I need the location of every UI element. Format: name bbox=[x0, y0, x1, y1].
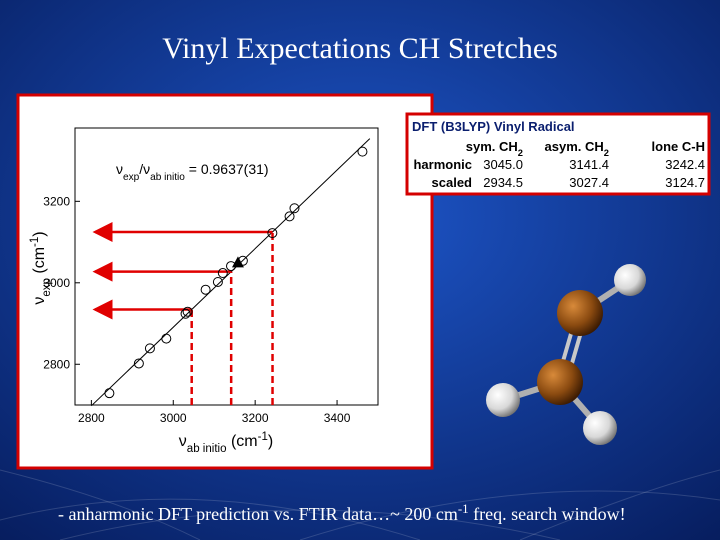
label-part: ν bbox=[179, 433, 187, 450]
point bbox=[182, 306, 193, 317]
cell: 3045.0 bbox=[483, 157, 523, 172]
cell: 3027.4 bbox=[569, 175, 609, 190]
label-part: exp bbox=[41, 278, 53, 297]
label-part: ab initio bbox=[150, 172, 185, 183]
point bbox=[104, 388, 115, 399]
label-part: ) bbox=[268, 433, 273, 450]
point bbox=[217, 268, 228, 279]
label-part: ν bbox=[31, 297, 48, 305]
point bbox=[161, 333, 172, 344]
point bbox=[289, 203, 300, 214]
point bbox=[284, 211, 295, 222]
slide-title: Vinyl Expectations CH Stretches bbox=[162, 32, 558, 65]
cell: 2934.5 bbox=[483, 175, 523, 190]
point bbox=[267, 228, 278, 239]
label-part: -1 bbox=[29, 237, 41, 247]
cell: 3141.4 bbox=[569, 157, 609, 172]
label-part: ab initio bbox=[187, 443, 227, 455]
label-part: = 0.9637(31) bbox=[185, 161, 269, 177]
row-label: harmonic bbox=[413, 157, 472, 172]
x-tick-label: 3200 bbox=[242, 411, 269, 425]
cell: 3242.4 bbox=[665, 157, 705, 172]
x-tick-label: 3000 bbox=[160, 411, 187, 425]
cell: 3124.7 bbox=[665, 175, 705, 190]
point bbox=[133, 358, 144, 369]
label-part: 2 bbox=[604, 148, 609, 158]
column-header: asym. CH2 bbox=[545, 139, 609, 158]
plot-area bbox=[74, 127, 379, 406]
label-part: asym. CH bbox=[545, 139, 604, 154]
column-header: sym. CH2 bbox=[466, 139, 523, 158]
point bbox=[200, 284, 211, 295]
table: DFT (B3LYP) Vinyl Radical sym. CH2 asym. … bbox=[412, 119, 705, 190]
row-label: scaled bbox=[432, 175, 473, 190]
point bbox=[231, 256, 244, 268]
molecule bbox=[486, 264, 646, 445]
y-axis-label: νexp (cm-1) bbox=[29, 231, 53, 304]
label-part: sym. CH bbox=[466, 139, 518, 154]
x-axis-label: νab initio (cm-1) bbox=[179, 431, 273, 455]
point bbox=[144, 343, 155, 354]
label-part: exp bbox=[123, 172, 140, 183]
y-tick-label: 3200 bbox=[43, 194, 70, 208]
table-frame bbox=[405, 112, 711, 196]
label-part: -1 bbox=[458, 501, 469, 516]
chart-frame bbox=[16, 93, 434, 470]
label-part: (cm bbox=[227, 433, 258, 450]
footer-note: - anharmonic DFT prediction vs. FTIR dat… bbox=[58, 501, 626, 525]
table-title: DFT (B3LYP) Vinyl Radical bbox=[412, 119, 575, 134]
label-part: ν bbox=[116, 161, 123, 177]
label-part: 2 bbox=[518, 148, 523, 158]
label-part: lone C-H bbox=[652, 139, 705, 154]
point bbox=[180, 308, 191, 319]
point bbox=[357, 146, 368, 157]
y-tick-label: 3000 bbox=[43, 276, 70, 290]
label-part: /ν bbox=[139, 161, 150, 177]
column-header: lone C-H bbox=[652, 139, 705, 154]
label-part: -1 bbox=[258, 431, 268, 443]
point bbox=[212, 276, 223, 287]
label-part: - anharmonic DFT prediction vs. FTIR dat… bbox=[58, 504, 458, 524]
background-lines bbox=[0, 469, 720, 540]
annotation: νexp/νab initio = 0.9637(31) bbox=[116, 161, 269, 183]
plot: 2800 3000 3200 3400 2800 3000 3200 bbox=[43, 138, 371, 425]
x-tick-label: 2800 bbox=[78, 411, 105, 425]
label-part: freq. search window! bbox=[469, 504, 626, 524]
label-part: ) bbox=[31, 231, 48, 236]
y-tick-label: 2800 bbox=[43, 357, 70, 371]
x-tick-label: 3400 bbox=[324, 411, 351, 425]
label-part: (cm bbox=[31, 247, 48, 278]
